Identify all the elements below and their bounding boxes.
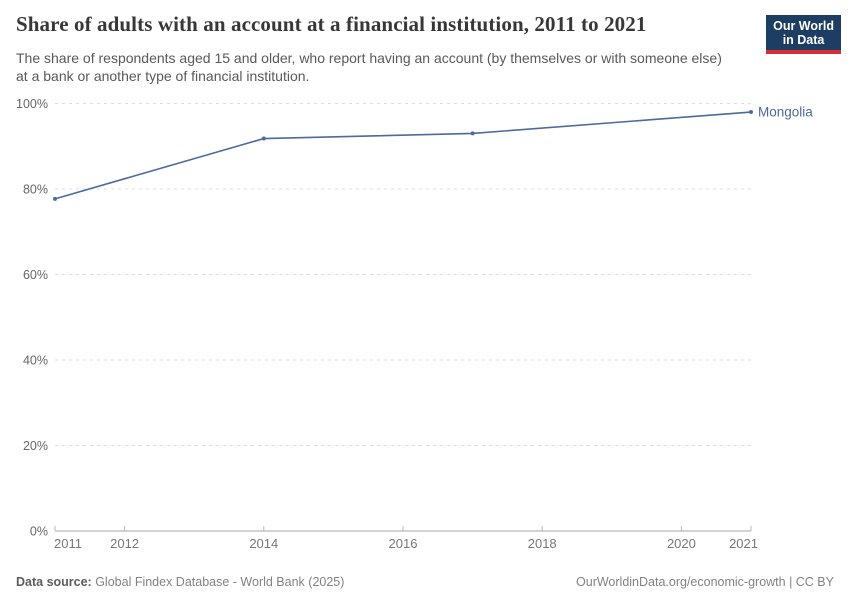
data-point[interactable] <box>261 136 266 141</box>
x-tick-label: 2011 <box>54 536 82 551</box>
x-tick-label: 2012 <box>110 536 139 551</box>
x-tick-label: 2014 <box>249 536 278 551</box>
y-tick-label: 80% <box>23 183 48 197</box>
chart-footer: Data source: Global Findex Database - Wo… <box>16 575 834 589</box>
y-tick-label: 20% <box>23 439 48 453</box>
chart-subtitle: The share of respondents aged 15 and old… <box>16 50 722 84</box>
data-source-label: Data source: <box>16 575 92 589</box>
series-label[interactable]: Mongolia <box>758 105 813 120</box>
data-point[interactable] <box>53 196 57 201</box>
owid-logo[interactable]: Our World in Data <box>766 15 841 54</box>
data-source-note: Data source: Global Findex Database - Wo… <box>16 575 344 589</box>
series-line[interactable] <box>54 111 752 200</box>
y-tick-label: 60% <box>23 268 48 282</box>
owid-logo-line2: in Data <box>782 33 825 47</box>
owid-logo-line1: Our World <box>773 19 834 33</box>
y-tick-label: 40% <box>23 354 48 368</box>
x-tick-label: 2016 <box>389 536 418 551</box>
x-tick-label: 2021 <box>729 536 758 551</box>
chart-title: Share of adults with an account at a fin… <box>16 12 647 36</box>
data-source-value: Global Findex Database - World Bank (202… <box>91 575 345 589</box>
data-point[interactable] <box>749 110 753 115</box>
data-point[interactable] <box>470 131 475 136</box>
x-tick-label: 2018 <box>528 536 557 551</box>
owid-credit-link[interactable]: OurWorldinData.org/economic-growth | CC … <box>576 575 834 589</box>
y-tick-label: 0% <box>30 525 48 539</box>
x-tick-label: 2020 <box>667 536 696 551</box>
y-tick-label: 100% <box>16 97 48 111</box>
